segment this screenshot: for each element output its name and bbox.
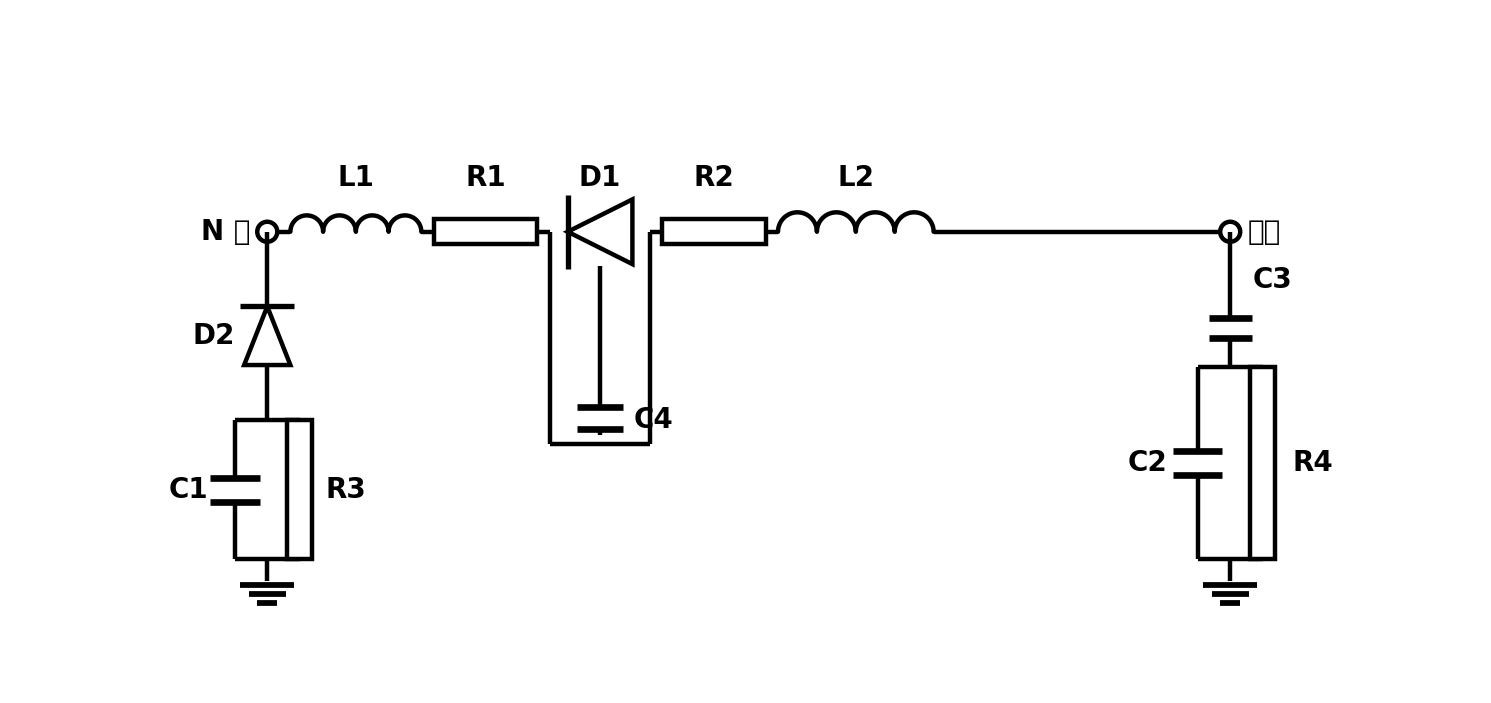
Text: C1: C1 — [168, 476, 209, 504]
Text: R1: R1 — [465, 164, 505, 192]
Text: C3: C3 — [1252, 266, 1293, 294]
Text: L2: L2 — [838, 164, 874, 192]
Polygon shape — [568, 200, 632, 264]
Text: R2: R2 — [693, 164, 735, 192]
Text: D1: D1 — [579, 164, 622, 192]
Text: L1: L1 — [337, 164, 374, 192]
Text: C2: C2 — [1127, 449, 1167, 477]
FancyBboxPatch shape — [288, 420, 312, 559]
Text: N 阱: N 阱 — [201, 218, 250, 246]
Text: 金属: 金属 — [1246, 218, 1281, 246]
Polygon shape — [245, 307, 291, 365]
FancyBboxPatch shape — [662, 219, 766, 244]
FancyBboxPatch shape — [1251, 366, 1275, 559]
Text: C4: C4 — [634, 406, 674, 434]
Text: D2: D2 — [192, 322, 234, 350]
Text: R4: R4 — [1293, 449, 1333, 477]
Text: R3: R3 — [325, 476, 367, 504]
FancyBboxPatch shape — [434, 219, 537, 244]
